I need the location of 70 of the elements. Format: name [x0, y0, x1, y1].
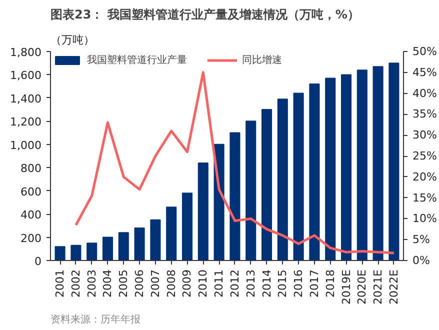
y-tick-label: 800: [20, 162, 42, 176]
x-tick-label: 2002: [69, 269, 82, 298]
bar: [70, 244, 82, 260]
bar: [340, 74, 352, 260]
bar: [54, 246, 66, 260]
bar: [198, 162, 208, 260]
x-tick-label: 2011: [212, 269, 226, 298]
y-tick-label: 1,200: [10, 116, 42, 129]
legend-label: 我国塑料管道行业产量: [87, 54, 187, 67]
x-tick-label: 2019E: [340, 269, 353, 304]
bar: [182, 192, 193, 260]
y-tick-label: 200: [20, 232, 42, 245]
y-tick-label: 1,000: [10, 138, 42, 152]
bar: [166, 206, 177, 260]
x-tick-label: 2021E: [372, 269, 385, 304]
y-tick-label: 1,600: [10, 69, 42, 82]
y2-tick-label: 0%: [412, 254, 430, 267]
x-tick-label: 2020E: [356, 269, 369, 304]
y2-tick-label: 25%: [412, 150, 437, 162]
x-tick-label: 2014: [260, 269, 274, 298]
x-tick-label: 2001: [54, 269, 67, 298]
bar: [293, 92, 304, 260]
x-tick-label: 2016: [292, 269, 306, 298]
bar: [309, 84, 320, 260]
y2-tick-label: 50%: [412, 45, 437, 58]
legend-label: 同比增速: [242, 54, 282, 67]
bar: [102, 236, 114, 260]
y2-tick-label: 35%: [412, 108, 437, 121]
x-tick-label: 2017: [308, 269, 321, 298]
bar: [118, 232, 129, 260]
x-tick-label: 2007: [148, 269, 162, 298]
y2-tick-label: 30%: [412, 128, 437, 142]
x-tick-label: 2010: [196, 269, 210, 298]
y2-tick-label: 20%: [412, 170, 437, 184]
y2-tick-label: 15%: [412, 191, 437, 204]
x-tick-label: 2009: [180, 269, 194, 298]
bar: [261, 109, 272, 260]
x-tick-label: 2015: [276, 269, 290, 298]
y2-tick-label: 5%: [412, 233, 430, 246]
bar: [372, 66, 384, 260]
y-tick-label: 400: [20, 208, 42, 222]
chart-title: 图表23： 我国塑料管道行业产量及增速情况（万吨，%）: [50, 8, 360, 22]
y-axis-title: （万吨）: [50, 34, 94, 46]
bar: [325, 78, 336, 260]
y-tick-label: 1,400: [10, 92, 42, 106]
x-tick-label: 2004: [101, 269, 114, 298]
text: 资料来源：历年年报: [50, 314, 140, 326]
x-tick-label: 2005: [117, 269, 130, 298]
bar: [150, 219, 161, 260]
x-tick-label: 2022E: [387, 269, 400, 304]
x-tick-label: 2013: [244, 269, 258, 298]
y2-tick-label: 45%: [412, 66, 437, 79]
y2-tick-label: 40%: [412, 86, 437, 100]
x-tick-label: 2012: [228, 269, 242, 298]
x-tick-label: 2006: [133, 269, 146, 298]
bar: [246, 120, 256, 260]
bar: [134, 227, 145, 260]
y-tick-label: 1,800: [10, 46, 42, 59]
bar: [356, 70, 368, 260]
bar: [277, 98, 288, 260]
x-tick-label: 2008: [164, 269, 178, 298]
y-tick-label: 600: [20, 185, 42, 198]
y2-tick-label: 10%: [412, 212, 437, 226]
bar: [86, 242, 98, 260]
line-series: [74, 71, 396, 254]
bar: [230, 132, 240, 260]
y-tick-label: 0: [34, 255, 42, 268]
x-tick-label: 2003: [85, 269, 98, 298]
x-tick-label: 2018: [324, 269, 337, 298]
bar: [388, 62, 400, 260]
